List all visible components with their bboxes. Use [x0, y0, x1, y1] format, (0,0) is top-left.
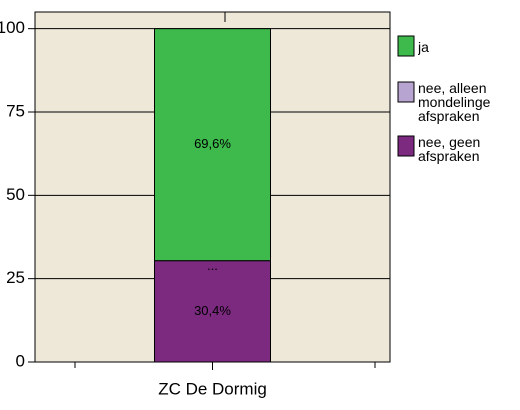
legend-label: nee, geen afspraken [418, 135, 481, 164]
legend-label: ja [418, 40, 429, 55]
legend-label-box: ja [418, 40, 429, 55]
y-tick-label: 25 [6, 268, 25, 287]
y-tick-label: 75 [6, 101, 25, 120]
value-label: ... [207, 258, 218, 273]
bar-segment [154, 260, 271, 363]
y-tick-label: 100 [0, 18, 25, 37]
value-label: 30,4% [194, 303, 231, 318]
legend-swatch [397, 135, 415, 157]
legend-label-box: nee, geen afspraken [418, 135, 481, 164]
legend-swatch [397, 35, 415, 57]
legend-label: nee, alleen mondelinge afspraken [418, 81, 491, 124]
value-label: 69,6% [194, 136, 231, 151]
x-tick-label: ZC De Dormig [158, 379, 267, 398]
y-tick-label: 0 [16, 351, 25, 370]
bar-segment [154, 28, 271, 262]
legend-label-box: nee, alleen mondelinge afspraken [418, 81, 491, 124]
y-tick-label: 50 [6, 185, 25, 204]
legend-swatch [397, 81, 415, 103]
